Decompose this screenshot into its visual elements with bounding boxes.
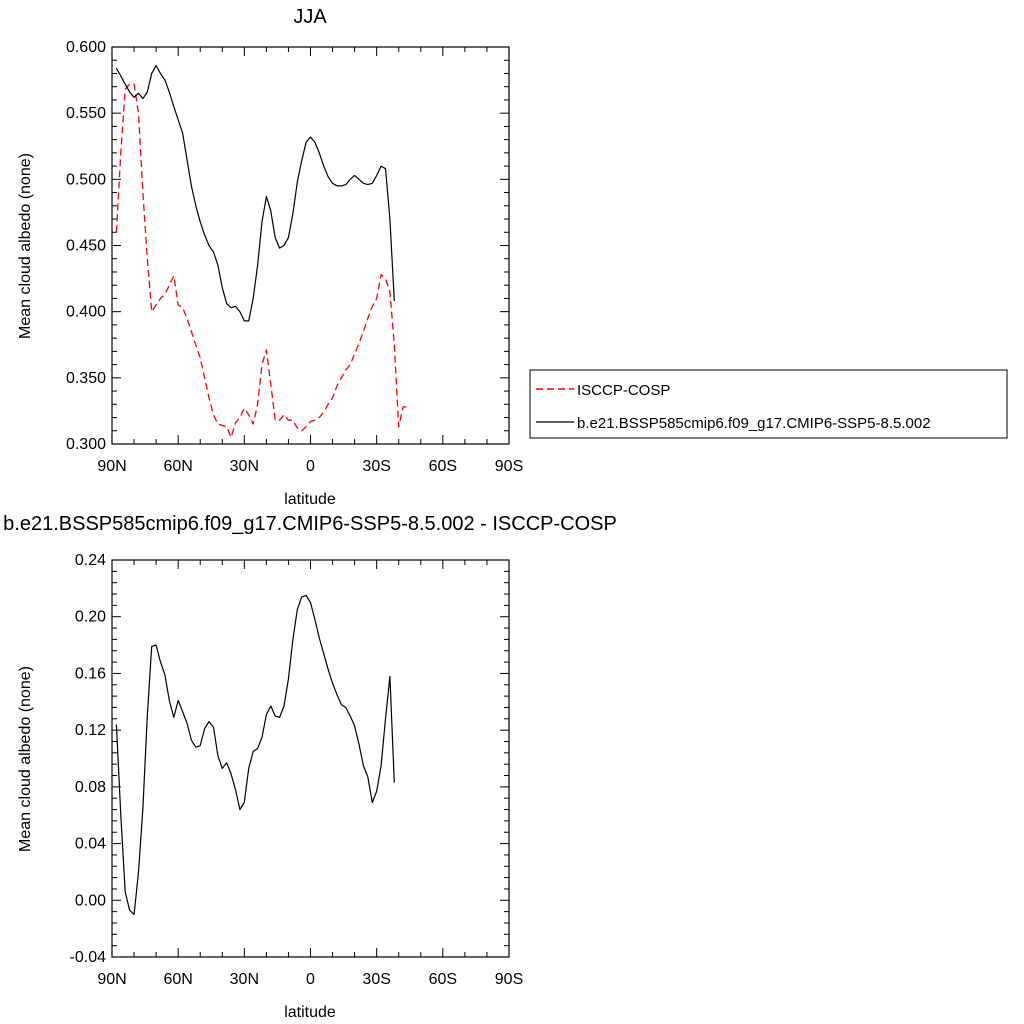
bottom-y-tick-label: -0.04 [70,949,107,966]
top-x-tick-label: 0 [306,458,315,475]
bottom-y-tick-label: 0.24 [75,552,106,569]
bottom-chart-title: b.e21.BSSP585cmip6.f09_g17.CMIP6-SSP5-8.… [3,513,617,535]
top-y-tick-label: 0.400 [66,304,106,321]
top-panel: JJA Mean cloud albedo (none) latitude 90… [17,6,523,508]
bottom-x-tick-label: 90S [495,971,523,988]
bottom-panel: b.e21.BSSP585cmip6.f09_g17.CMIP6-SSP5-8.… [3,513,617,1021]
bottom-x-tick-label: 60N [163,971,192,988]
legend-label-model: b.e21.BSSP585cmip6.f09_g17.CMIP6-SSP5-8.… [577,415,931,432]
top-x-tick-label: 60S [429,458,457,475]
top-y-tick-label: 0.450 [66,238,106,255]
bottom-x-tick-label: 90N [97,971,126,988]
bottom-x-tick-label: 0 [306,971,315,988]
bottom-x-tick-label: 60S [429,971,457,988]
top-series-line-0 [115,83,408,439]
top-x-tick-label: 90S [495,458,523,475]
top-y-tick-label: 0.600 [66,39,106,56]
bottom-x-tick-label: 30S [362,971,390,988]
top-x-tick-label: 90N [97,458,126,475]
legend-label-isccp: ISCCP-COSP [577,382,670,399]
bottom-series-line-0 [115,594,395,916]
top-y-tick-label: 0.500 [66,171,106,188]
top-x-axis-title: latitude [284,491,336,508]
top-series-line-1 [115,64,395,322]
legend: ISCCP-COSP b.e21.BSSP585cmip6.f09_g17.CM… [529,369,1008,439]
bottom-x-tick-label: 30N [230,971,259,988]
top-chart-title: JJA [293,6,327,28]
bottom-y-tick-label: 0.00 [75,892,106,909]
bottom-plot-area: 90N 60N 30N 0 30S 60S 90S -0.04 0.00 0.04 0.08 0.12… [70,552,524,988]
legend-box [529,369,1008,439]
bottom-y-axis-title: Mean cloud albedo (none) [17,666,34,852]
top-x-tick-label: 60N [163,458,192,475]
top-y-tick-label: 0.300 [66,436,106,453]
bottom-y-tick-label: 0.12 [75,722,106,739]
top-plot-area: 90N 60N 30N 0 30S 60S 90S 0.300 0.350 0.400 0.450 0… [66,39,523,475]
top-plot-frame [111,46,510,445]
bottom-x-axis-title: latitude [284,1004,336,1021]
bottom-y-tick-label: 0.04 [75,836,106,853]
top-x-tick-label: 30S [362,458,390,475]
top-y-tick-label: 0.550 [66,105,106,122]
top-y-axis-title: Mean cloud albedo (none) [17,153,34,339]
top-x-tick-label: 30N [230,458,259,475]
bottom-y-tick-label: 0.08 [75,779,106,796]
bottom-plot-frame [111,559,510,958]
bottom-y-tick-label: 0.16 [75,665,106,682]
bottom-y-tick-label: 0.20 [75,609,106,626]
top-y-tick-label: 0.350 [66,370,106,387]
